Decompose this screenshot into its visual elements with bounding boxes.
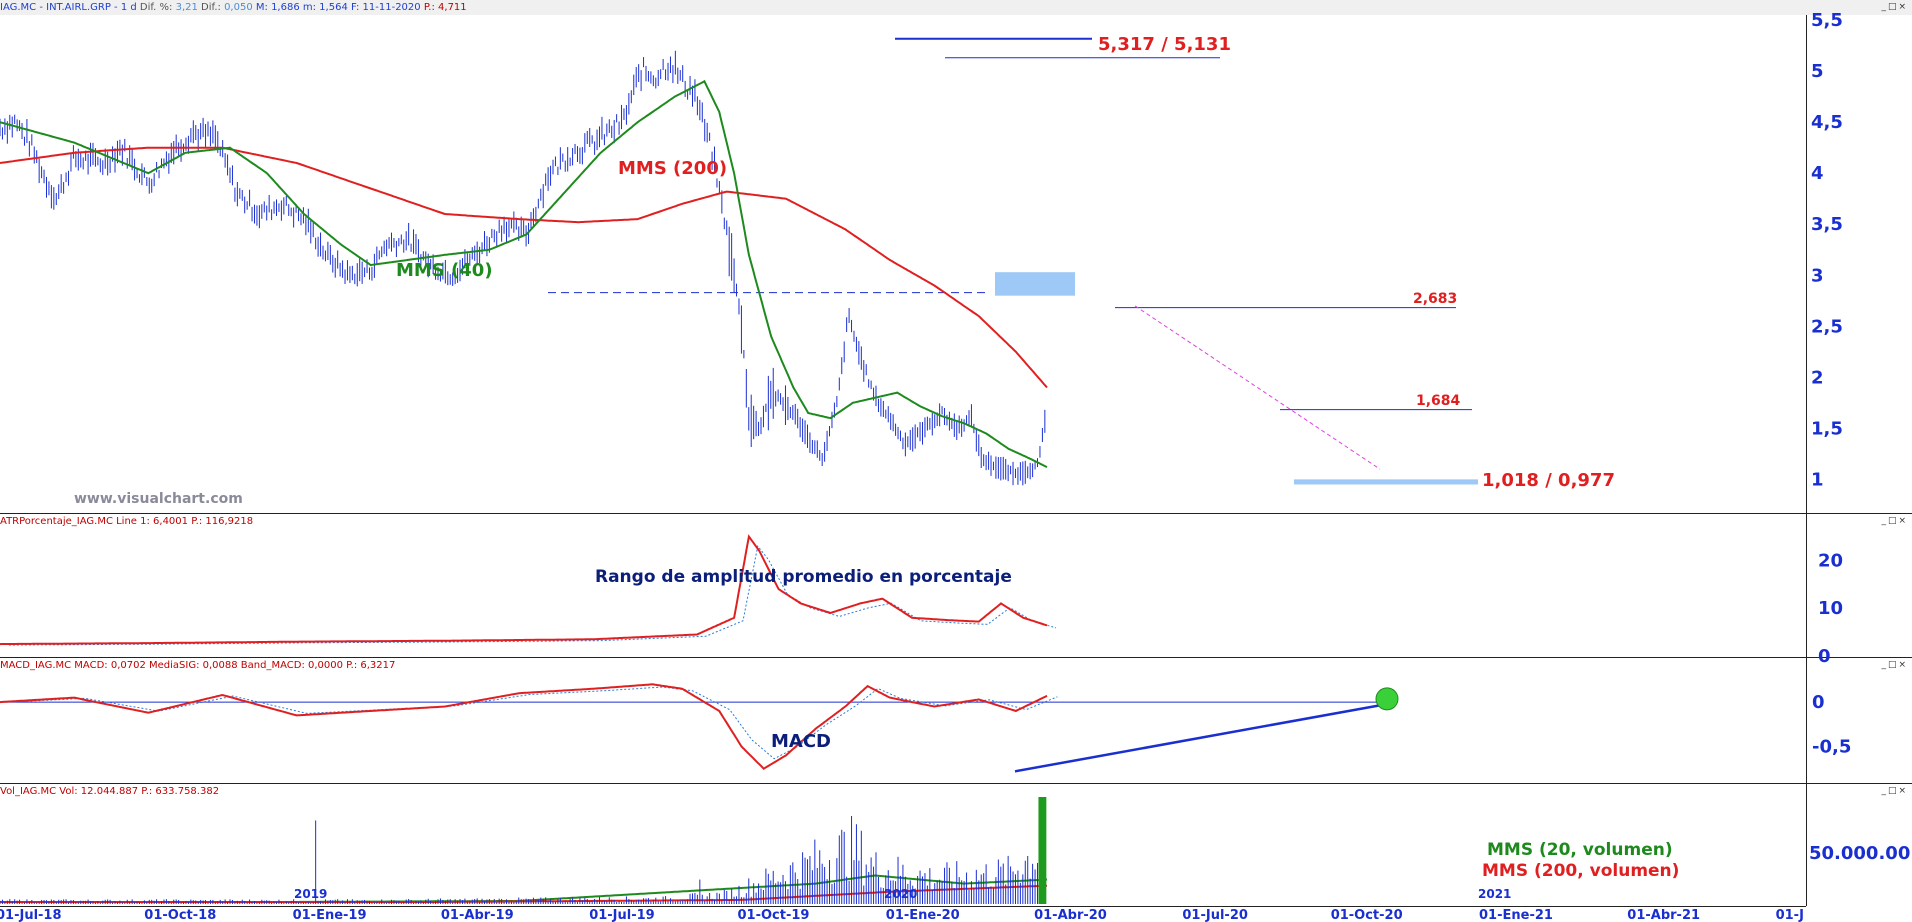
atr-signal-line bbox=[8, 544, 1057, 646]
volume-window-controls[interactable]: _□× bbox=[1881, 786, 1908, 796]
trendline-dashed bbox=[1134, 305, 1381, 470]
year-2021: 2021 bbox=[1478, 887, 1511, 901]
date-axis-tick: 01-Oct-20 bbox=[1331, 908, 1403, 922]
date-axis-tick: 01-Ene-20 bbox=[886, 908, 960, 922]
support-zone bbox=[995, 272, 1075, 296]
date-axis-tick: 01-Ene-19 bbox=[293, 908, 367, 922]
price-panel-header: IAG.MC - INT.AIRL.GRP - 1 d Dif. %: 3,21… bbox=[0, 0, 1912, 15]
price-axis-tick: 5,5 bbox=[1811, 10, 1843, 31]
atr-title: Rango de amplitud promedio en porcentaje bbox=[595, 567, 1012, 587]
symbol-label: IAG.MC - INT.AIRL.GRP - 1 d bbox=[0, 2, 137, 13]
atr-axis-tick: 20 bbox=[1818, 550, 1843, 571]
date-axis-tick: 01-Jul-18 bbox=[0, 908, 62, 922]
volume-axis-tick: 50.000.00 bbox=[1809, 843, 1910, 864]
mms40-label: MMS (40) bbox=[396, 260, 493, 281]
volume-panel-header: Vol_IAG.MC Vol: 12.044.887 P.: 633.758.3… bbox=[0, 786, 220, 797]
price-axis-tick: 5 bbox=[1811, 61, 1824, 82]
macd-axis-tick: 0 bbox=[1812, 692, 1825, 713]
atr-axis-tick: 10 bbox=[1818, 598, 1843, 619]
year-2020: 2020 bbox=[884, 887, 917, 901]
resistance-2683-label: 2,683 bbox=[1413, 291, 1457, 307]
atr-line bbox=[0, 534, 1048, 646]
date-axis-tick: 01-Oct-19 bbox=[738, 908, 810, 922]
high-level-label: 5,317 / 5,131 bbox=[1098, 34, 1231, 55]
date-axis-tick: 01-Abr-20 bbox=[1034, 908, 1107, 922]
price-axis-tick: 2,5 bbox=[1811, 316, 1843, 337]
macd-window-controls[interactable]: _□× bbox=[1881, 660, 1908, 670]
price-axis-tick: 3 bbox=[1811, 265, 1824, 286]
macd-cross-marker bbox=[1375, 687, 1399, 711]
date-axis-tick: 01-Jul-19 bbox=[589, 908, 655, 922]
watermark: www.visualchart.com bbox=[74, 491, 243, 507]
vol200-label: MMS (200, volumen) bbox=[1482, 861, 1679, 881]
macd-axis-tick: -0,5 bbox=[1812, 736, 1851, 757]
atr-axis-tick: 0 bbox=[1818, 646, 1831, 667]
low-level-label: 1,018 / 0,977 bbox=[1482, 470, 1615, 491]
price-axis-tick: 4,5 bbox=[1811, 112, 1843, 133]
price-axis-tick: 1,5 bbox=[1811, 418, 1843, 439]
macd-trendline bbox=[1014, 702, 1389, 773]
vol20-label: MMS (20, volumen) bbox=[1487, 840, 1673, 860]
price-window-controls[interactable]: _□× bbox=[1881, 2, 1908, 12]
macd-panel-header: MACD_IAG.MC MACD: 0,0702 MediaSIG: 0,008… bbox=[0, 660, 396, 671]
date-axis-tick: 01-Ene-21 bbox=[1479, 908, 1553, 922]
price-axis-tick: 4 bbox=[1811, 163, 1824, 184]
mms200-label: MMS (200) bbox=[618, 158, 727, 179]
low-zone bbox=[1294, 479, 1478, 485]
date-axis-tick: 01-Abr-19 bbox=[441, 908, 514, 922]
mms200-line bbox=[0, 146, 1048, 389]
macd-signal-line bbox=[10, 686, 1058, 760]
price-axis-tick: 2 bbox=[1811, 367, 1824, 388]
resistance-1684-label: 1,684 bbox=[1416, 393, 1461, 409]
year-2019: 2019 bbox=[294, 887, 327, 901]
macd-line bbox=[0, 683, 1048, 770]
price-axis-tick: 3,5 bbox=[1811, 214, 1843, 235]
mms40-line bbox=[0, 79, 1048, 469]
date-axis-tick: 01-J bbox=[1776, 908, 1804, 922]
price-axis-tick: 1 bbox=[1811, 469, 1824, 490]
date-axis-tick: 01-Jul-20 bbox=[1182, 908, 1248, 922]
date-axis-tick: 01-Oct-18 bbox=[144, 908, 216, 922]
date-axis-tick: 01-Abr-21 bbox=[1627, 908, 1700, 922]
macd-title: MACD bbox=[771, 731, 831, 752]
atr-window-controls[interactable]: _□× bbox=[1881, 516, 1908, 526]
atr-panel-header: ATRPorcentaje_IAG.MC Line 1: 6,4001 P.: … bbox=[0, 516, 254, 527]
